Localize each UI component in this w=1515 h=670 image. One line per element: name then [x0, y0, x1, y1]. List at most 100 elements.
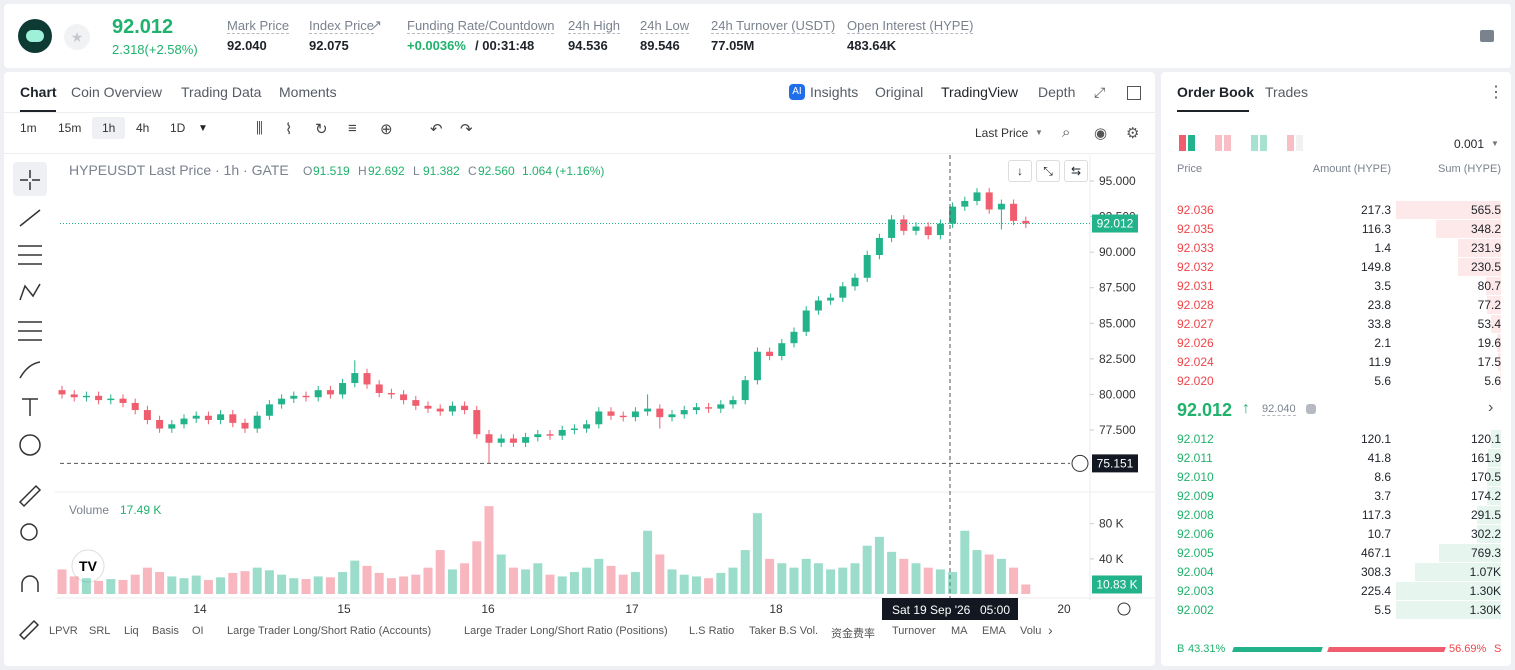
chart-tab[interactable]: Chart [20, 84, 57, 100]
ohlc-value: 92.692 [368, 164, 405, 178]
indicator-next[interactable]: › [1048, 622, 1053, 638]
indicator[interactable]: LPVR [49, 625, 78, 637]
toolbar-icon[interactable]: ≡ [348, 120, 357, 137]
ob-price[interactable]: 92.036 [1177, 203, 1214, 217]
chart-btn[interactable]: ⤡ [1036, 160, 1060, 182]
ob-price[interactable]: 92.002 [1177, 603, 1214, 617]
ob-price[interactable]: 92.033 [1177, 241, 1214, 255]
ob-price[interactable]: 92.028 [1177, 298, 1214, 312]
ob-price[interactable]: 92.020 [1177, 374, 1214, 388]
indicator[interactable]: L.S Ratio [689, 625, 735, 637]
chart-btn[interactable]: ⇆ [1064, 160, 1088, 182]
view-mode[interactable] [1224, 135, 1231, 151]
interval-caret[interactable]: ▼ [198, 123, 208, 134]
toolbar-icon[interactable]: ⚙ [1126, 125, 1140, 142]
ob-amount: 116.3 [1361, 222, 1391, 236]
toolbar-icon[interactable]: ⌇ [285, 121, 293, 138]
ob-sum: 1.30K [1469, 584, 1501, 598]
view-mode[interactable] [1260, 135, 1267, 151]
indicator[interactable]: Basis [152, 625, 179, 637]
view-tab[interactable]: Insights [810, 84, 859, 100]
ob-price[interactable]: 92.003 [1177, 584, 1214, 598]
ob-price[interactable]: 92.032 [1177, 260, 1214, 274]
favorite-star[interactable]: ★ [64, 24, 90, 50]
view-mode[interactable] [1215, 135, 1222, 151]
ob-sum: 1.30K [1469, 603, 1501, 617]
price-source[interactable]: Last Price [975, 126, 1029, 140]
toolbar-icon[interactable]: ◉ [1094, 125, 1108, 142]
chart-btn[interactable]: ↓ [1008, 160, 1032, 182]
toolbar-icon[interactable]: ↷ [460, 121, 473, 138]
chart-tab[interactable]: Coin Overview [71, 84, 163, 100]
depth-bar [1477, 506, 1501, 524]
ob-sum: 5.6 [1484, 374, 1501, 388]
precision[interactable]: 0.001 [1454, 137, 1485, 151]
chart-tab[interactable]: Trading Data [181, 84, 262, 100]
fullscreen-icon[interactable]: ⤢ [1094, 84, 1106, 100]
ob-price[interactable]: 92.027 [1177, 317, 1214, 331]
toolbar-icon[interactable]: ⫼ [256, 120, 263, 137]
ohlc-label: C [468, 164, 477, 178]
view-mode[interactable] [1296, 135, 1303, 151]
ob-price[interactable]: 92.026 [1177, 336, 1214, 350]
ob-tab[interactable]: Trades [1265, 84, 1309, 100]
view-tab[interactable]: Original [875, 84, 924, 100]
ohlc-label: O [303, 164, 313, 178]
tab-underline [20, 110, 56, 112]
chart-tab[interactable]: Moments [279, 84, 337, 100]
ob-sum: 1.07K [1469, 565, 1501, 579]
toolbar-icon[interactable]: ⌕ [1062, 124, 1071, 141]
view-mode[interactable] [1188, 135, 1195, 151]
ob-price[interactable]: 92.011 [1177, 451, 1213, 465]
indicator[interactable]: MA [951, 625, 968, 637]
interval[interactable]: 15m [58, 121, 82, 135]
view-mode[interactable] [1251, 135, 1258, 151]
indicator[interactable]: Large Trader Long/Short Ratio (Accounts) [227, 625, 432, 637]
indicator[interactable]: EMA [982, 625, 1006, 637]
view-tab[interactable]: TradingView [941, 84, 1019, 100]
ob-price[interactable]: 92.009 [1177, 489, 1214, 503]
indicator[interactable]: Taker B.S Vol. [749, 625, 819, 637]
ob-price[interactable]: 92.004 [1177, 565, 1214, 579]
ob-menu[interactable]: ⋮ [1488, 84, 1504, 101]
ob-price[interactable]: 92.005 [1177, 546, 1214, 560]
indicator[interactable]: OI [192, 625, 204, 637]
toolbar-icon[interactable]: ↻ [315, 121, 328, 138]
mid-next[interactable]: › [1488, 399, 1494, 416]
interval[interactable]: 1m [20, 121, 37, 135]
indicator[interactable]: Liq [124, 625, 139, 637]
interval[interactable]: 4h [136, 121, 150, 135]
ob-amount: 1.4 [1374, 241, 1391, 255]
source-caret[interactable]: ▼ [1035, 128, 1043, 137]
ob-tab[interactable]: Order Book [1177, 84, 1255, 100]
indicator[interactable]: Turnover [892, 625, 936, 637]
ob-amount: 10.7 [1367, 527, 1391, 541]
interval[interactable]: 1D [170, 121, 186, 135]
book-icon[interactable] [1480, 30, 1494, 42]
interval[interactable]: 1h [92, 117, 126, 139]
depth-bar [1486, 487, 1501, 505]
indicator[interactable]: Large Trader Long/Short Ratio (Positions… [464, 625, 668, 637]
ob-price[interactable]: 92.031 [1177, 279, 1214, 293]
window-icon[interactable] [1127, 86, 1141, 100]
ob-price[interactable]: 92.008 [1177, 508, 1214, 522]
ob-price[interactable]: 92.024 [1177, 355, 1214, 369]
indicator[interactable]: SRL [89, 625, 111, 637]
ob-price[interactable]: 92.035 [1177, 222, 1214, 236]
stat-value: 89.546 [640, 38, 680, 53]
view-mode[interactable] [1179, 135, 1186, 151]
ob-price[interactable]: 92.010 [1177, 470, 1214, 484]
indicator[interactable]: Volu [1020, 625, 1042, 637]
mid-shield [1306, 404, 1316, 414]
indicator[interactable]: 资金费率 [831, 628, 875, 640]
ob-price[interactable]: 92.012 [1177, 432, 1214, 446]
view-tab[interactable]: Depth [1038, 84, 1076, 100]
mid-arrow: ↑ [1242, 400, 1250, 417]
ob-sum: 348.2 [1470, 222, 1501, 236]
toolbar-icon[interactable]: ↶ [430, 121, 443, 138]
link-arrow[interactable]: ↗ [371, 17, 382, 32]
ob-price[interactable]: 92.006 [1177, 527, 1214, 541]
view-mode[interactable] [1287, 135, 1294, 151]
toolbar-icon[interactable]: ⊕ [380, 121, 393, 138]
precision-caret[interactable]: ▼ [1491, 139, 1499, 148]
